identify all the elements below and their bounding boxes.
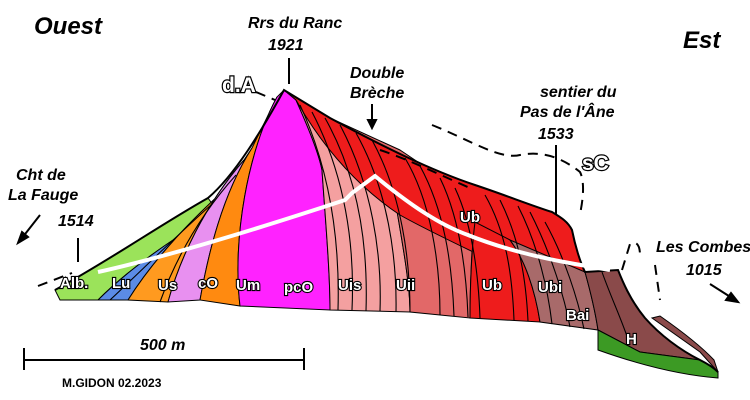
sentier-line2: Pas de l'Âne (520, 102, 615, 121)
topographic-profile (54, 88, 719, 373)
double-breche-line1: Double (350, 65, 404, 82)
dashed-mid (379, 149, 471, 189)
formation-bands (54, 89, 719, 379)
label-west: Ouest (34, 13, 103, 40)
label-east: Est (683, 27, 721, 54)
dashed-right-vertical-2 (654, 264, 661, 301)
unit-um: Um (236, 277, 260, 294)
unit-co: cO (198, 275, 218, 292)
dashed-upper-right (431, 124, 584, 215)
abbr-da: d.A (222, 74, 256, 97)
band-bai-east (650, 315, 719, 373)
dashed-left-line (37, 272, 73, 287)
arrows (16, 104, 741, 304)
dashed-lines (37, 91, 661, 301)
fauge-line2: La Fauge (8, 187, 78, 204)
scale-label: 500 m (140, 337, 185, 354)
unit-labels: Alb. Lu Us cO Um pcO Uis Uii Ub Ub Ubi B… (59, 208, 638, 349)
dashed-right-vertical (621, 241, 641, 271)
abbr-sc: sC (582, 152, 609, 175)
unit-ub-upper: Ub (460, 209, 480, 226)
combes-line1: Les Combes (656, 239, 750, 256)
combes-altitude: 1015 (686, 262, 723, 279)
unit-uis: Uis (338, 277, 361, 294)
double-breche-line2: Brèche (350, 85, 404, 102)
unit-h: H (626, 331, 637, 348)
unit-bai: Bai (566, 307, 589, 324)
sentier-altitude: 1533 (538, 126, 574, 143)
unit-ub-lower: Ub (482, 277, 502, 294)
unit-ubi: Ubi (538, 279, 562, 296)
fauge-line1: Cht de (16, 167, 66, 184)
summit-name: Rrs du Ranc (248, 15, 342, 32)
sentier-line1: sentier du (540, 84, 617, 101)
summit-altitude: 1921 (268, 37, 304, 54)
scale-bar (23, 348, 305, 370)
fauge-altitude: 1514 (58, 213, 94, 230)
credit: M.GIDON 02.2023 (62, 376, 162, 390)
arrow-double-breche-icon (366, 104, 378, 131)
leaders (77, 58, 557, 262)
unit-uii: Uii (396, 277, 415, 294)
arrow-east-icon (709, 283, 741, 304)
unit-us: Us (158, 277, 177, 294)
unit-pco: pcO (284, 279, 314, 296)
arrow-west-icon (16, 214, 41, 246)
dashed-summit-da (255, 91, 276, 101)
layer-lines (109, 104, 631, 346)
unit-alb: Alb. (60, 275, 88, 292)
unit-lu: Lu (112, 275, 130, 292)
thrust-line (97, 173, 611, 274)
